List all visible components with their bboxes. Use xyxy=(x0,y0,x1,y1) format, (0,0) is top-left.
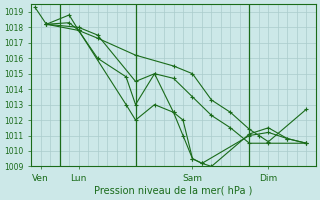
X-axis label: Pression niveau de la mer( hPa ): Pression niveau de la mer( hPa ) xyxy=(94,186,253,196)
